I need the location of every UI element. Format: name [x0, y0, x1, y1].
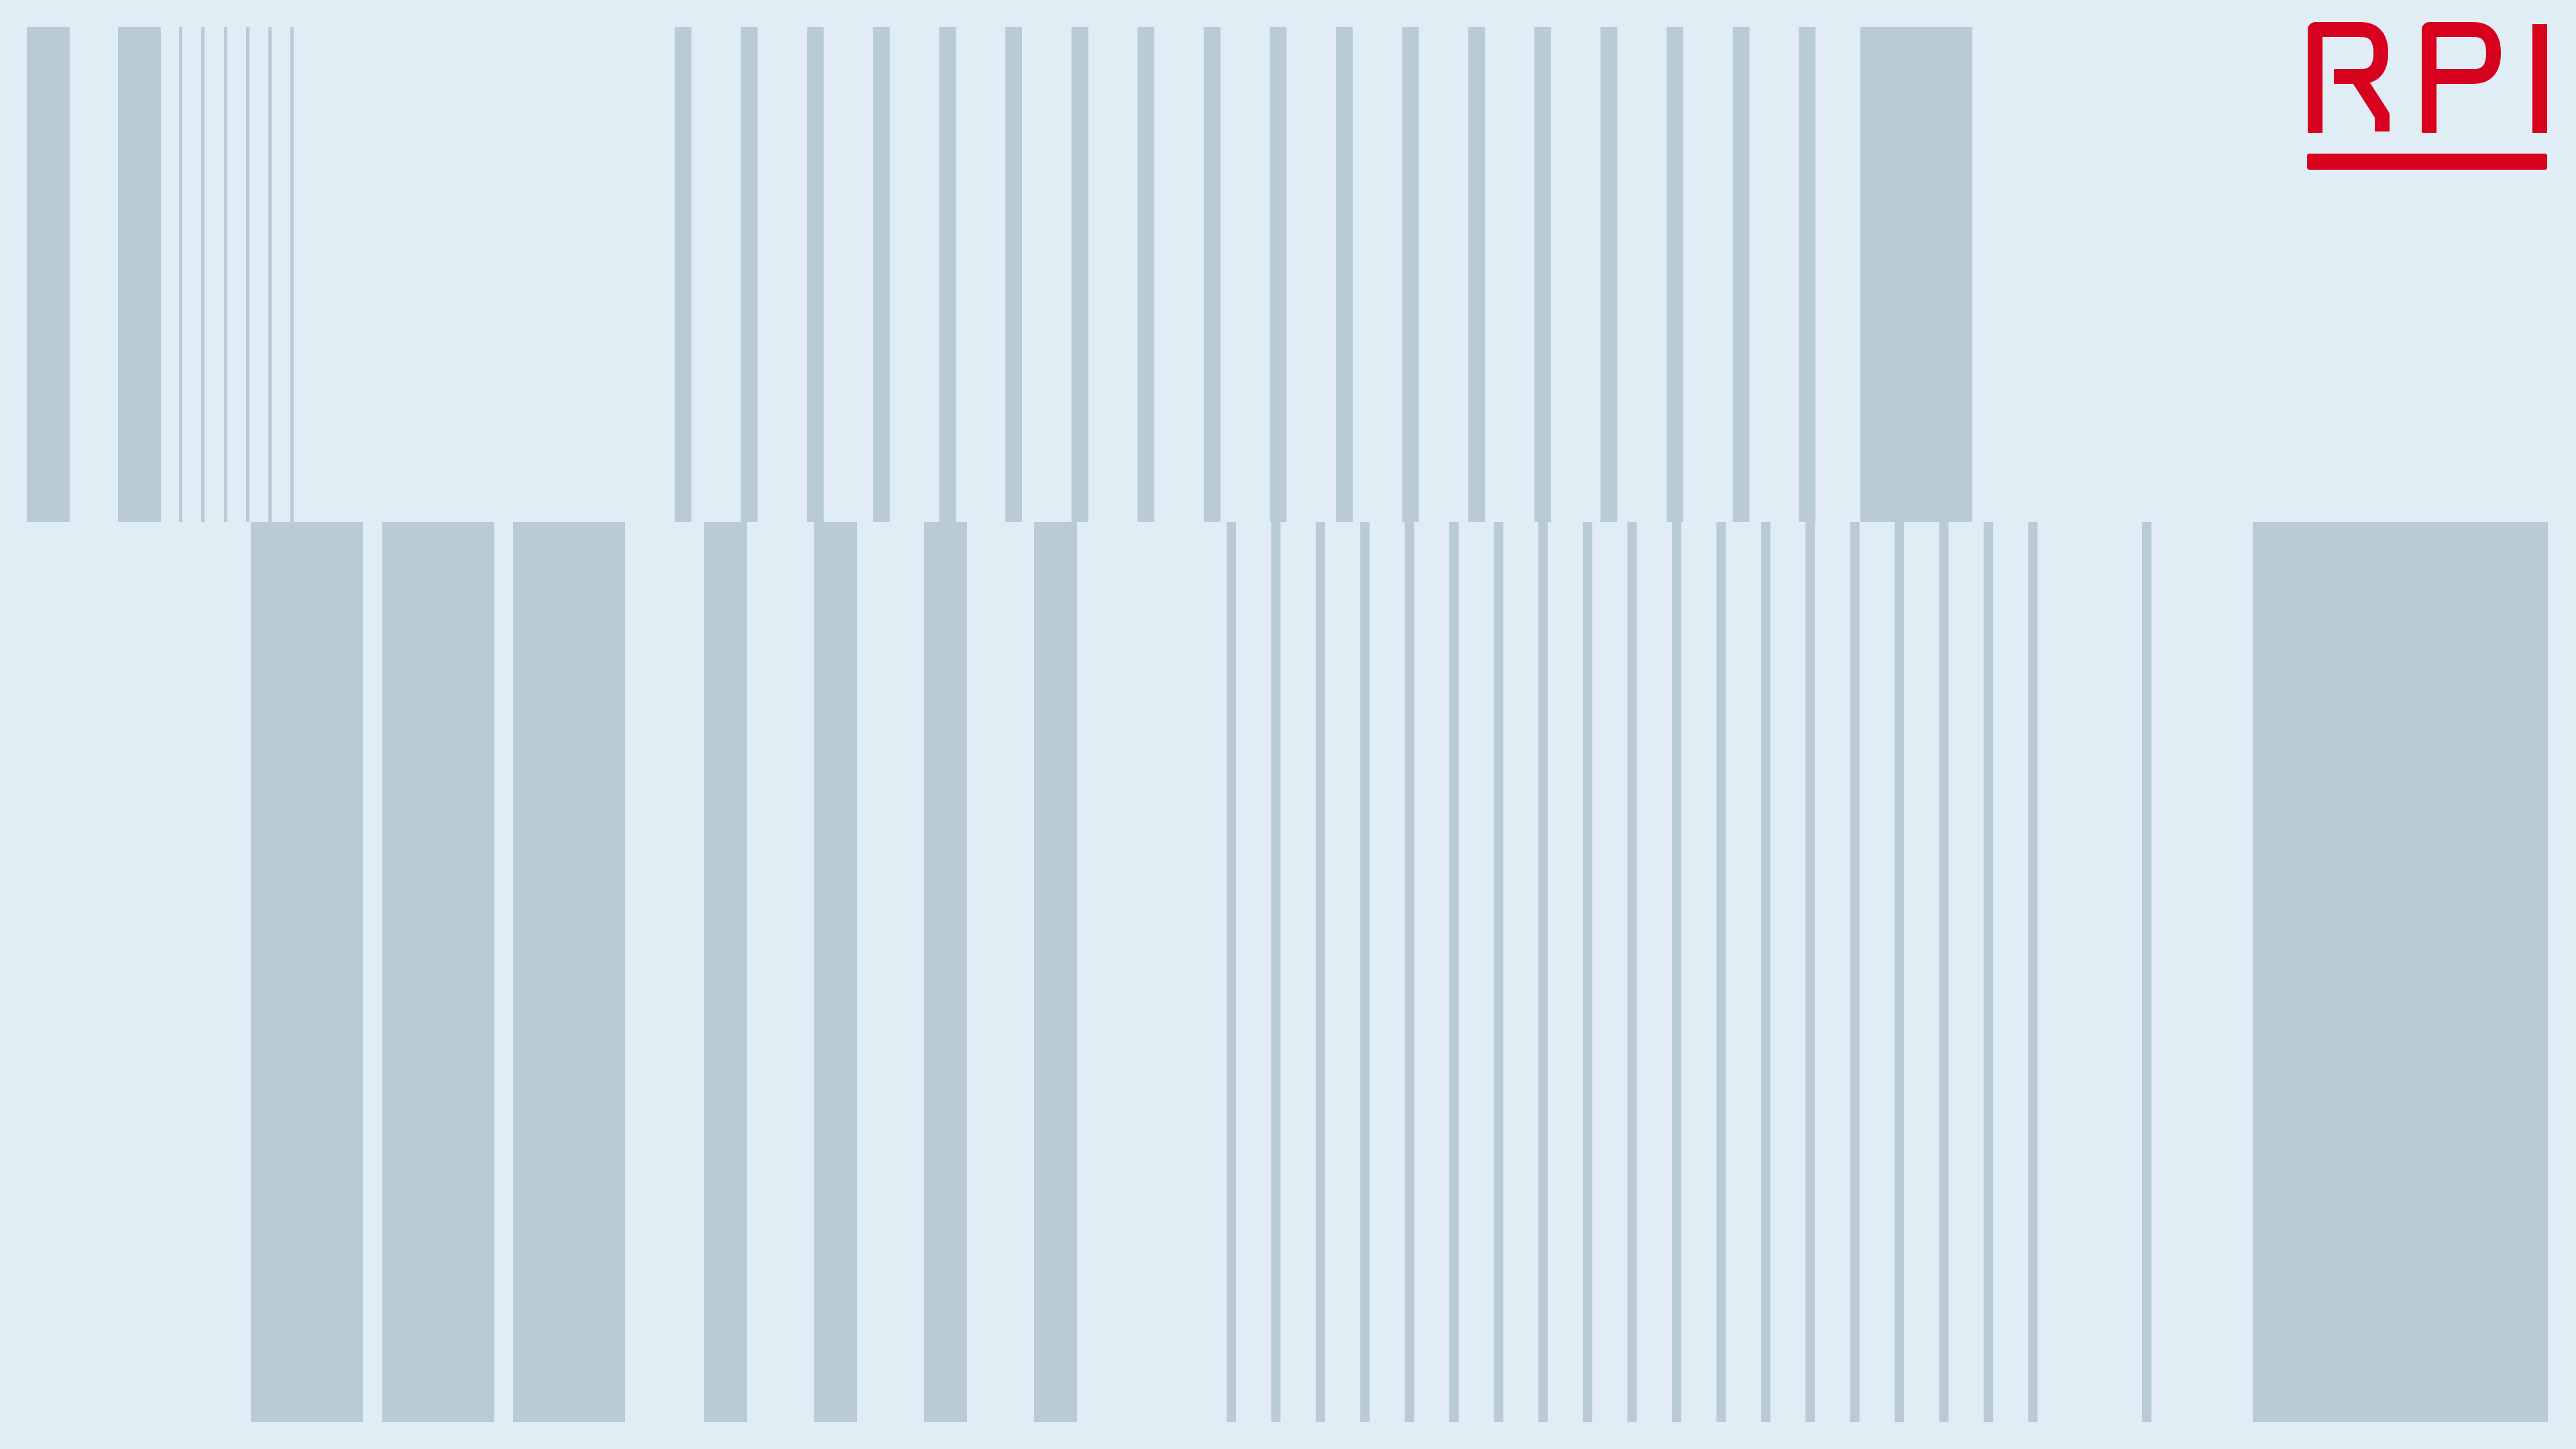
logo-underline: [2307, 154, 2547, 170]
barcode-stripe: [1404, 522, 1414, 1422]
barcode-stripe: [1071, 27, 1088, 522]
barcode-stripe: [1672, 522, 1681, 1422]
barcode-stripe: [224, 27, 227, 522]
barcode-stripe: [1270, 27, 1287, 522]
barcode-stripe: [1627, 522, 1637, 1422]
barcode-stripe: [382, 522, 494, 1422]
barcode-stripe: [939, 27, 956, 522]
barcode-stripe: [740, 27, 758, 522]
barcode-stripe: [513, 522, 625, 1422]
barcode-stripe: [1538, 522, 1548, 1422]
barcode-stripe: [873, 27, 890, 522]
barcode-stripe: [1983, 522, 1993, 1422]
barcode-stripe: [1449, 522, 1459, 1422]
logo-letter-r-leg-icon: [2351, 74, 2390, 131]
barcode-stripe: [1360, 522, 1370, 1422]
barcode-stripe: [1799, 27, 1816, 522]
barcode-stripe: [1600, 27, 1618, 522]
logo-letter-p-icon: [2422, 22, 2501, 133]
barcode-stripe: [118, 27, 161, 522]
barcode-stripe: [1271, 522, 1281, 1422]
barcode-stripe: [1850, 522, 1860, 1422]
logo-letter-r-icon: [2308, 22, 2388, 133]
barcode-stripe: [1203, 27, 1221, 522]
barcode-stripe: [1005, 27, 1022, 522]
barcode-stripe: [1860, 27, 1972, 522]
barcode-stripe: [246, 27, 249, 522]
barcode-stripe: [1494, 522, 1504, 1422]
barcode-stripe: [1034, 522, 1077, 1422]
rpi-logo-icon: [2307, 22, 2547, 170]
barcode-stripe: [201, 27, 205, 522]
barcode-stripe: [1137, 27, 1155, 522]
barcode-stripe: [1534, 27, 1551, 522]
barcode-stripe: [1227, 522, 1236, 1422]
barcode-stripe: [1805, 522, 1815, 1422]
barcode-stripe: [814, 522, 857, 1422]
barcode-stripe: [807, 27, 824, 522]
barcode-stripe: [1468, 27, 1486, 522]
barcode-stripe: [251, 522, 363, 1422]
barcode-stripe: [1583, 522, 1593, 1422]
barcode-stripe: [1732, 27, 1750, 522]
barcode-stripe: [1895, 522, 1904, 1422]
barcode-stripe: [1667, 27, 1683, 522]
barcode-stripe: [2028, 522, 2038, 1422]
barcode-stripe: [1716, 522, 1726, 1422]
barcode-stripe: [1402, 27, 1419, 522]
barcode-stripe: [27, 27, 70, 522]
barcode-stripe: [704, 522, 747, 1422]
barcode-stripe: [675, 27, 691, 522]
barcode-stripe: [268, 27, 272, 522]
barcode-stripe: [1315, 522, 1325, 1422]
barcode-stripe: [2142, 522, 2151, 1422]
barcode-stripe: [1336, 27, 1353, 522]
barcode-stripe: [1760, 522, 1771, 1422]
barcode-stripe: [924, 522, 967, 1422]
barcode-stripe: [290, 27, 294, 522]
barcode-stripe: [179, 27, 182, 522]
barcode-stripe: [1939, 522, 1949, 1422]
barcode-stripe: [2253, 522, 2548, 1422]
